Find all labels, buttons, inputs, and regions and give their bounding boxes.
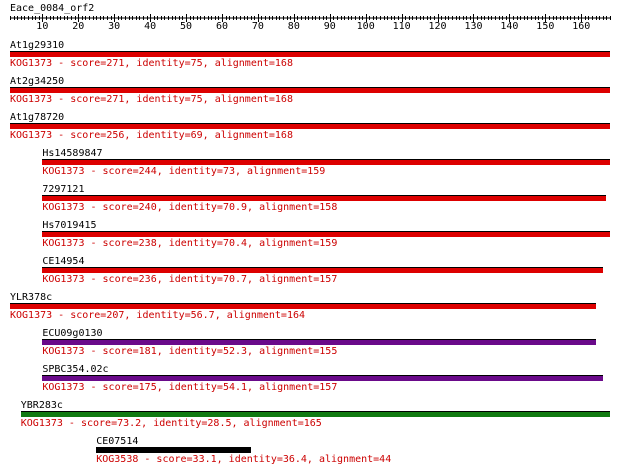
- hit-alignment-bar[interactable]: [10, 51, 610, 57]
- hit-score-line: KOG1373 - score=73.2, identity=28.5, ali…: [20, 418, 322, 429]
- hit-score-line: KOG3538 - score=33.1, identity=36.4, ali…: [96, 454, 392, 465]
- hit-name[interactable]: 7297121: [42, 184, 85, 195]
- ruler-tick-label: 90: [323, 21, 336, 32]
- hit-score-line: KOG1373 - score=271, identity=75, alignm…: [10, 58, 293, 69]
- ruler-tick-label: 120: [428, 21, 447, 32]
- hit-score-line: KOG1373 - score=244, identity=73, alignm…: [42, 166, 326, 177]
- hit-alignment-bar[interactable]: [96, 447, 251, 453]
- hit-name[interactable]: YLR378c: [10, 292, 53, 303]
- ruler-tick-label: 10: [36, 21, 49, 32]
- ruler-tick-label: 130: [464, 21, 483, 32]
- hit-alignment-bar[interactable]: [42, 339, 596, 345]
- query-name: Eace_0084_orf2: [10, 3, 95, 14]
- hit-alignment-bar[interactable]: [42, 231, 610, 237]
- hit-name[interactable]: Hs14589847: [42, 148, 103, 159]
- hit-score-line: KOG1373 - score=207, identity=56.7, alig…: [10, 310, 306, 321]
- hit-alignment-bar[interactable]: [20, 411, 610, 417]
- hit-name[interactable]: CE14954: [42, 256, 85, 267]
- hit-alignment-bar[interactable]: [42, 195, 607, 201]
- ruler-tick-label: 60: [215, 21, 228, 32]
- hit-alignment-bar[interactable]: [42, 159, 610, 165]
- ruler-tick-label: 110: [392, 21, 411, 32]
- hit-name[interactable]: CE07514: [96, 436, 139, 447]
- ruler-tick-label: 50: [180, 21, 193, 32]
- hit-score-line: KOG1373 - score=181, identity=52.3, alig…: [42, 346, 338, 357]
- ruler-tick-label: 80: [287, 21, 300, 32]
- hit-score-line: KOG1373 - score=175, identity=54.1, alig…: [42, 382, 338, 393]
- hit-alignment-bar[interactable]: [10, 123, 610, 129]
- hit-name[interactable]: At2g34250: [10, 76, 65, 87]
- hit-name[interactable]: SPBC354.02c: [42, 364, 109, 375]
- hit-score-line: KOG1373 - score=271, identity=75, alignm…: [10, 94, 293, 105]
- ruler-tick-label: 140: [500, 21, 519, 32]
- hit-score-line: KOG1373 - score=256, identity=69, alignm…: [10, 130, 293, 141]
- hit-alignment-bar[interactable]: [10, 303, 596, 309]
- ruler-tick-label: 150: [536, 21, 555, 32]
- hit-alignment-bar[interactable]: [42, 375, 603, 381]
- hit-name[interactable]: ECU09g0130: [42, 328, 103, 339]
- hit-name[interactable]: At1g29310: [10, 40, 65, 51]
- ruler-tick-label: 160: [572, 21, 591, 32]
- query-ruler: [10, 14, 611, 22]
- ruler-tick-label: 100: [356, 21, 375, 32]
- ruler-tick-label: 30: [108, 21, 121, 32]
- hit-alignment-bar[interactable]: [42, 267, 603, 273]
- hit-score-line: KOG1373 - score=238, identity=70.4, alig…: [42, 238, 338, 249]
- ruler-tick-label: 20: [72, 21, 85, 32]
- hit-name[interactable]: Hs7019415: [42, 220, 97, 231]
- ruler-tick-label: 40: [144, 21, 157, 32]
- hit-score-line: KOG1373 - score=236, identity=70.7, alig…: [42, 274, 338, 285]
- ruler-tick-label: 70: [251, 21, 264, 32]
- hit-alignment-bar[interactable]: [10, 87, 610, 93]
- hit-score-line: KOG1373 - score=240, identity=70.9, alig…: [42, 202, 338, 213]
- hit-name[interactable]: YBR283c: [20, 400, 63, 411]
- hit-name[interactable]: At1g78720: [10, 112, 65, 123]
